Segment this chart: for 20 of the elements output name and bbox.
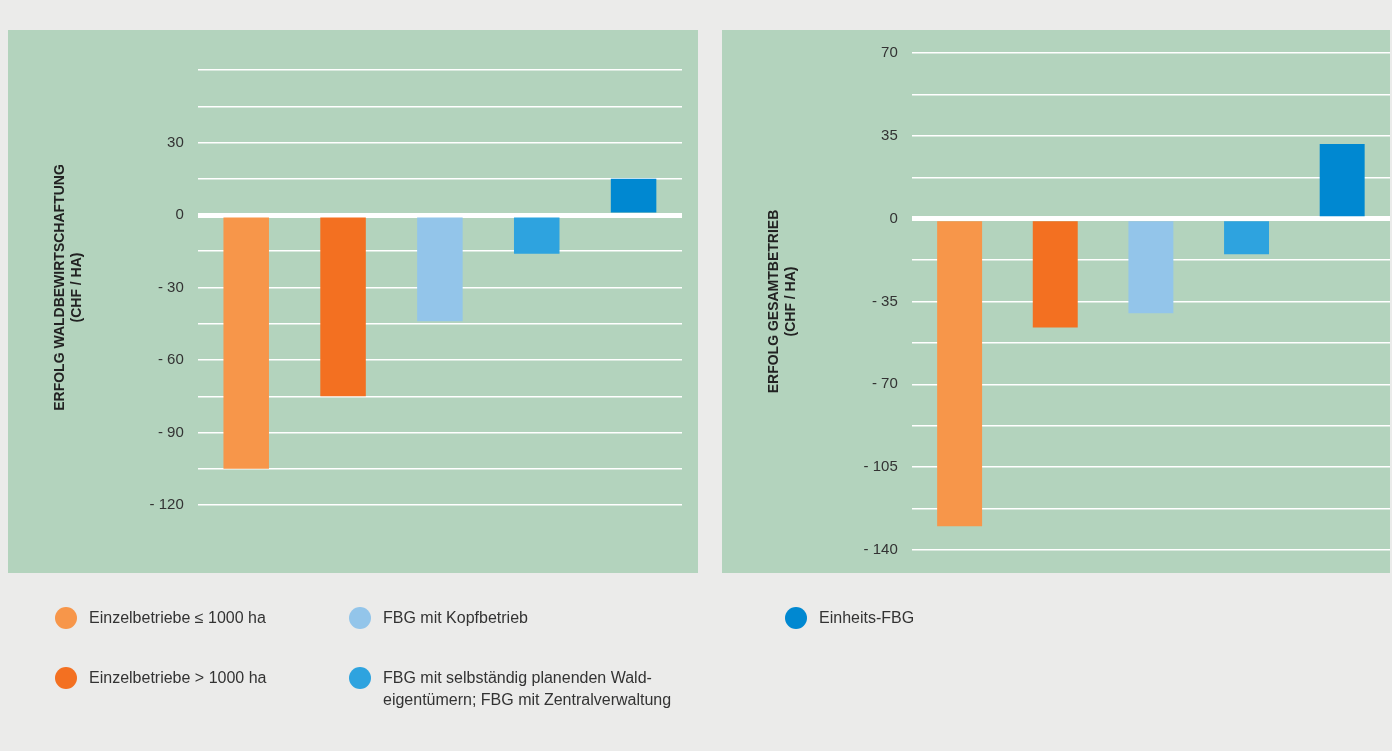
y-tick-label: 30: [167, 132, 184, 150]
y-tick-label: - 105: [863, 457, 898, 475]
y-tick-label: 70: [881, 43, 898, 61]
y-tick-label: - 90: [157, 422, 184, 440]
y-tick-label: - 35: [871, 291, 898, 309]
y-tick-label: - 70: [871, 374, 898, 392]
y-axis-title: ERFOLG WALDBEWIRTSCHAFTUNG (CHF / HA): [51, 164, 85, 411]
y-axis-title: ERFOLG GESAMTBETRIEB (CHF / HA): [765, 209, 799, 394]
legend-label: FBG mit Kopfbetrieb: [383, 608, 528, 628]
y-tick-label: 0: [889, 208, 898, 226]
legend-label: Einzelbetriebe ≤ 1000 ha: [89, 608, 266, 628]
legend-label: FBG mit selbständig planenden Wald- eigentümern; FBG mit Zentralverwaltung: [383, 668, 673, 710]
y-tick-label: - 60: [157, 350, 184, 368]
legend-label: Einheits-FBG: [819, 608, 915, 628]
y-tick-label: - 30: [157, 277, 184, 295]
legend-label: Einzelbetriebe > 1000 ha: [89, 668, 267, 688]
y-tick-label: - 140: [863, 540, 898, 558]
y-tick-label: 35: [881, 125, 898, 143]
y-tick-label: 0: [175, 205, 184, 223]
y-tick-label: - 120: [149, 495, 184, 513]
